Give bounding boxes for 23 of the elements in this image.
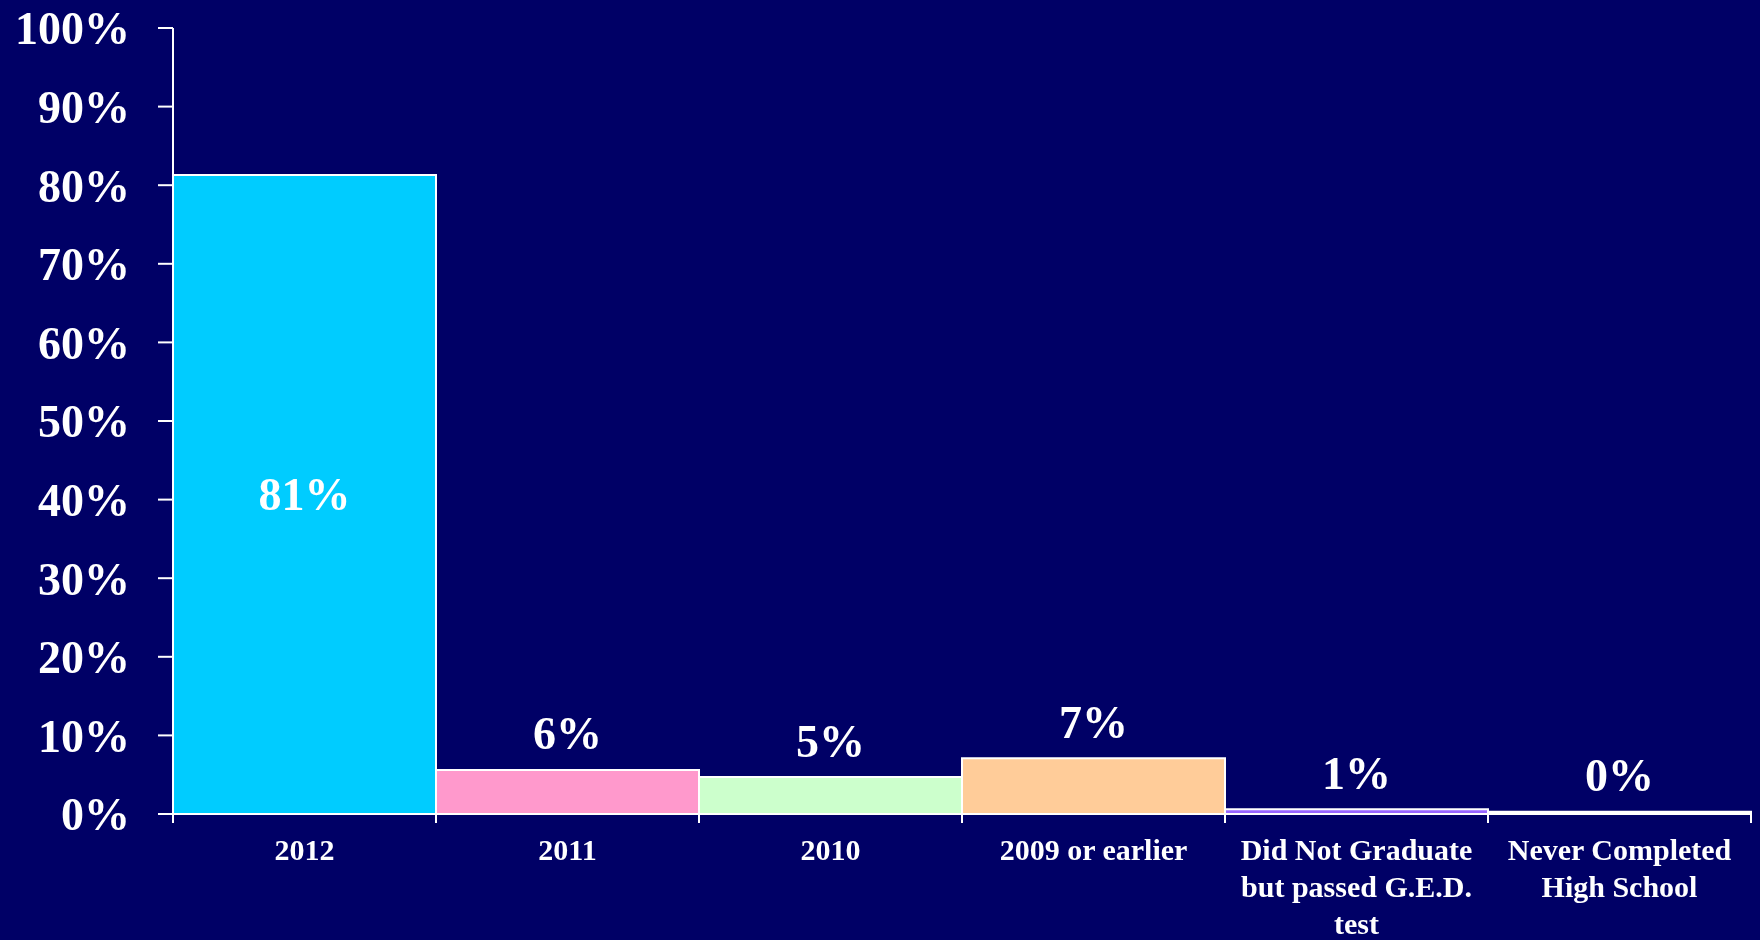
y-tick-label: 0% (61, 789, 130, 841)
y-tick-label: 40% (38, 474, 130, 526)
y-tick-label: 50% (38, 396, 130, 448)
data-label: 5% (796, 715, 865, 767)
y-tick-label: 90% (38, 81, 130, 133)
y-tick-label: 60% (38, 317, 130, 369)
y-tick-label: 20% (38, 632, 130, 684)
data-label: 7% (1059, 696, 1128, 748)
x-tick-label: 2012 (274, 833, 335, 866)
x-tick-label: 2009 or earlier (999, 833, 1188, 866)
x-tick-label: Never Completed High School (1507, 833, 1732, 903)
x-tick-label: 2010 (800, 833, 861, 866)
data-label: 81% (258, 468, 351, 520)
data-label: 1% (1322, 747, 1391, 799)
y-tick-label: 100% (15, 3, 130, 55)
y-tick-label: 10% (38, 710, 130, 762)
x-tick-label: Did Not Graduate but passed G.E.D. test (1240, 833, 1473, 940)
y-tick-label: 30% (38, 553, 130, 605)
x-tick-label: 2011 (538, 833, 597, 866)
data-label: 0% (1585, 750, 1654, 802)
data-label: 6% (533, 708, 602, 760)
y-tick-label: 70% (38, 239, 130, 291)
y-tick-label: 80% (38, 160, 130, 212)
